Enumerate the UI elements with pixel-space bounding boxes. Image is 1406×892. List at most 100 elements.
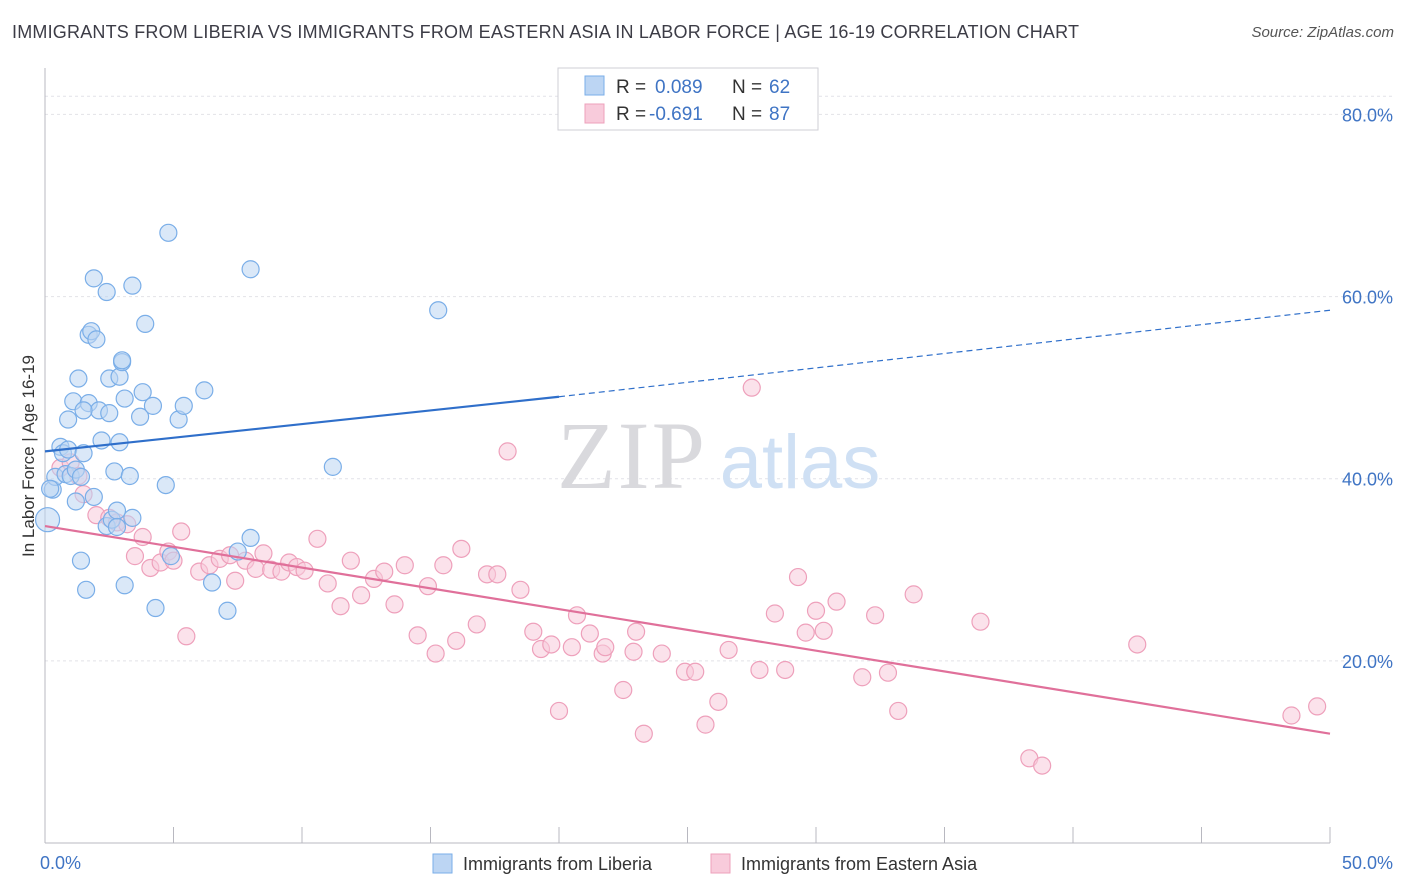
eastern-asia-point <box>904 585 923 604</box>
watermark-atlas: atlas <box>720 420 881 505</box>
x-tick-label-0: 0.0% <box>40 853 81 873</box>
bottom-legend-label-liberia: Immigrants from Liberia <box>463 854 653 874</box>
liberia-point <box>87 330 106 349</box>
eastern-asia-point <box>567 606 587 625</box>
eastern-asia-point <box>562 638 581 657</box>
eastern-asia-point <box>524 622 543 641</box>
liberia-point <box>159 223 178 242</box>
liberia-point <box>77 580 96 599</box>
liberia-point <box>241 528 260 548</box>
liberia-trend-line <box>44 395 560 453</box>
liberia-point <box>66 492 85 511</box>
eastern-asia-point <box>511 580 530 599</box>
eastern-asia-point <box>827 592 846 611</box>
liberia-point <box>107 517 127 537</box>
legend-r-label-1: R = <box>616 77 646 98</box>
eastern-asia-point <box>352 586 371 605</box>
liberia-point <box>112 351 132 370</box>
liberia-point <box>115 389 134 408</box>
eastern-asia-trend-line <box>44 524 1331 735</box>
y-tick-label-0: 20.0% <box>1342 652 1393 672</box>
eastern-asia-point <box>226 571 245 590</box>
eastern-asia-point <box>395 556 414 575</box>
eastern-asia-point <box>624 642 643 661</box>
liberia-point <box>323 457 342 476</box>
eastern-asia-point <box>878 663 898 682</box>
source-label: Source: ZipAtlas.com <box>1251 24 1394 41</box>
eastern-asia-point <box>709 692 728 711</box>
series-legend: Immigrants from Liberia Immigrants from … <box>432 853 978 874</box>
eastern-asia-point <box>696 715 715 734</box>
legend-n-value-1: 62 <box>769 77 790 98</box>
eastern-asia-point <box>452 539 471 558</box>
liberia-point <box>195 381 214 400</box>
eastern-asia-point <box>125 547 145 566</box>
eastern-asia-point <box>331 597 350 616</box>
liberia-point <box>71 551 91 570</box>
eastern-asia-point <box>434 556 453 575</box>
eastern-asia-point <box>742 378 761 397</box>
liberia-point <box>84 487 103 507</box>
eastern-asia-point <box>796 623 815 642</box>
eastern-asia-point <box>776 660 795 680</box>
eastern-asia-point <box>750 660 769 680</box>
eastern-asia-point <box>634 724 653 743</box>
y-axis-label: In Labor Force | Age 16-19 <box>19 355 38 557</box>
eastern-asia-point <box>426 644 445 663</box>
liberia-point <box>74 444 93 463</box>
eastern-asia-point <box>172 522 191 541</box>
liberia-point <box>97 282 116 302</box>
liberia-point <box>161 547 181 566</box>
tick-labels: 20.0% 40.0% 60.0% 80.0% 0.0% 50.0% <box>40 105 1393 873</box>
liberia-point <box>74 401 93 420</box>
eastern-asia-point <box>408 626 427 645</box>
eastern-asia-point <box>814 621 833 640</box>
eastern-asia-point <box>375 562 394 581</box>
bottom-legend-label-eastern-asia: Immigrants from Eastern Asia <box>741 854 978 874</box>
eastern-asia-point <box>1282 706 1301 725</box>
stats-legend: R = 0.089 N = 62 R = -0.691 N = 87 <box>557 67 819 131</box>
liberia-point <box>69 369 88 388</box>
liberia-point <box>202 573 222 592</box>
legend-swatch-liberia <box>584 75 605 96</box>
eastern-asia-point <box>853 668 872 687</box>
liberia-point <box>84 269 103 288</box>
chart-title: IMMIGRANTS FROM LIBERIA VS IMMIGRANTS FR… <box>12 22 1080 42</box>
eastern-asia-point <box>580 624 599 643</box>
series-liberia-points <box>34 223 448 620</box>
liberia-point <box>59 410 78 429</box>
eastern-asia-point <box>686 662 705 681</box>
eastern-asia-point <box>626 622 646 641</box>
legend-r-value-1: 0.089 <box>655 77 703 98</box>
liberia-point <box>174 396 193 415</box>
liberia-point <box>136 314 155 333</box>
liberia-point <box>120 466 139 486</box>
eastern-asia-point <box>719 640 738 660</box>
eastern-asia-point <box>447 631 466 650</box>
y-tick-label-3: 80.0% <box>1342 105 1393 125</box>
legend-r-label-2: R = <box>616 104 646 125</box>
y-tick-label-2: 60.0% <box>1342 288 1393 308</box>
eastern-asia-point <box>341 551 360 570</box>
y-tick-label-1: 40.0% <box>1342 470 1393 490</box>
liberia-point <box>71 467 91 486</box>
liberia-point <box>100 404 119 423</box>
eastern-asia-point <box>889 701 908 721</box>
legend-n-label-2: N = <box>732 104 762 125</box>
liberia-point <box>34 507 61 533</box>
liberia-point <box>41 479 60 498</box>
eastern-asia-point <box>652 644 671 663</box>
liberia-point <box>146 598 165 618</box>
liberia-point <box>130 407 150 426</box>
liberia-point <box>105 462 124 481</box>
legend-swatch-eastern-asia <box>584 103 605 124</box>
eastern-asia-point <box>614 680 633 700</box>
liberia-point <box>107 501 127 520</box>
bottom-legend-swatch-liberia <box>432 853 453 874</box>
eastern-asia-point <box>866 606 885 625</box>
eastern-asia-point <box>1128 635 1147 654</box>
liberia-point <box>115 576 134 595</box>
eastern-asia-point <box>549 701 569 721</box>
liberia-point <box>143 396 163 415</box>
